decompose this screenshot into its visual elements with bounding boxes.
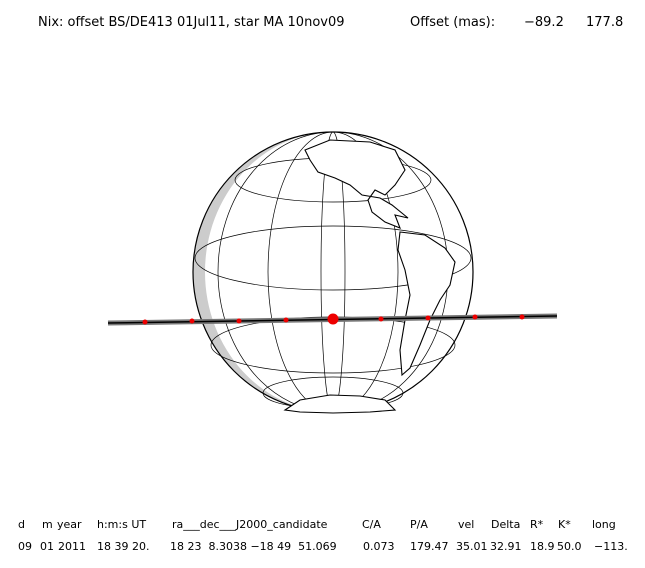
column-header: long — [592, 518, 616, 531]
column-header: vel — [458, 518, 474, 531]
event-table: d m year h:m:s UT ra___dec___J2000_candidate… — [18, 518, 628, 553]
table-cell: 2011 — [58, 540, 86, 553]
column-header: C/A — [362, 518, 381, 531]
table-cell: 18 39 20. — [97, 540, 149, 553]
column-header: Delta — [491, 518, 520, 531]
column-header: year — [57, 518, 82, 531]
title: Nix: offset BS/DE413 01Jul11, star MA 10… — [38, 15, 345, 30]
table-cell: 35.01 — [456, 540, 488, 553]
table-cell: 179.47 — [410, 540, 449, 553]
globe — [192, 131, 474, 414]
table-cell: −113. — [594, 540, 628, 553]
shadow-path — [107, 313, 558, 326]
column-header: h:m:s UT — [97, 518, 146, 531]
offset-dec: 177.8 — [586, 15, 623, 30]
column-header: K* — [558, 518, 571, 531]
table-cell: 32.91 — [490, 540, 522, 553]
column-header: m — [42, 518, 53, 531]
column-header: P/A — [410, 518, 428, 531]
table-cell: 50.0 — [557, 540, 582, 553]
table-cell: 09 — [18, 540, 32, 553]
table-cell: 18 23 8.3038 −18 49 51.069 — [170, 540, 337, 553]
offset-label: Offset (mas): — [410, 15, 495, 30]
table-cell: 01 — [40, 540, 54, 553]
column-header: R* — [530, 518, 544, 531]
column-header: d — [18, 518, 25, 531]
offset-ra: −89.2 — [524, 15, 564, 30]
table-cell: 0.073 — [363, 540, 395, 553]
table-cell: 18.9 — [530, 540, 555, 553]
column-header: ra___dec___J2000_candidate — [172, 518, 328, 531]
